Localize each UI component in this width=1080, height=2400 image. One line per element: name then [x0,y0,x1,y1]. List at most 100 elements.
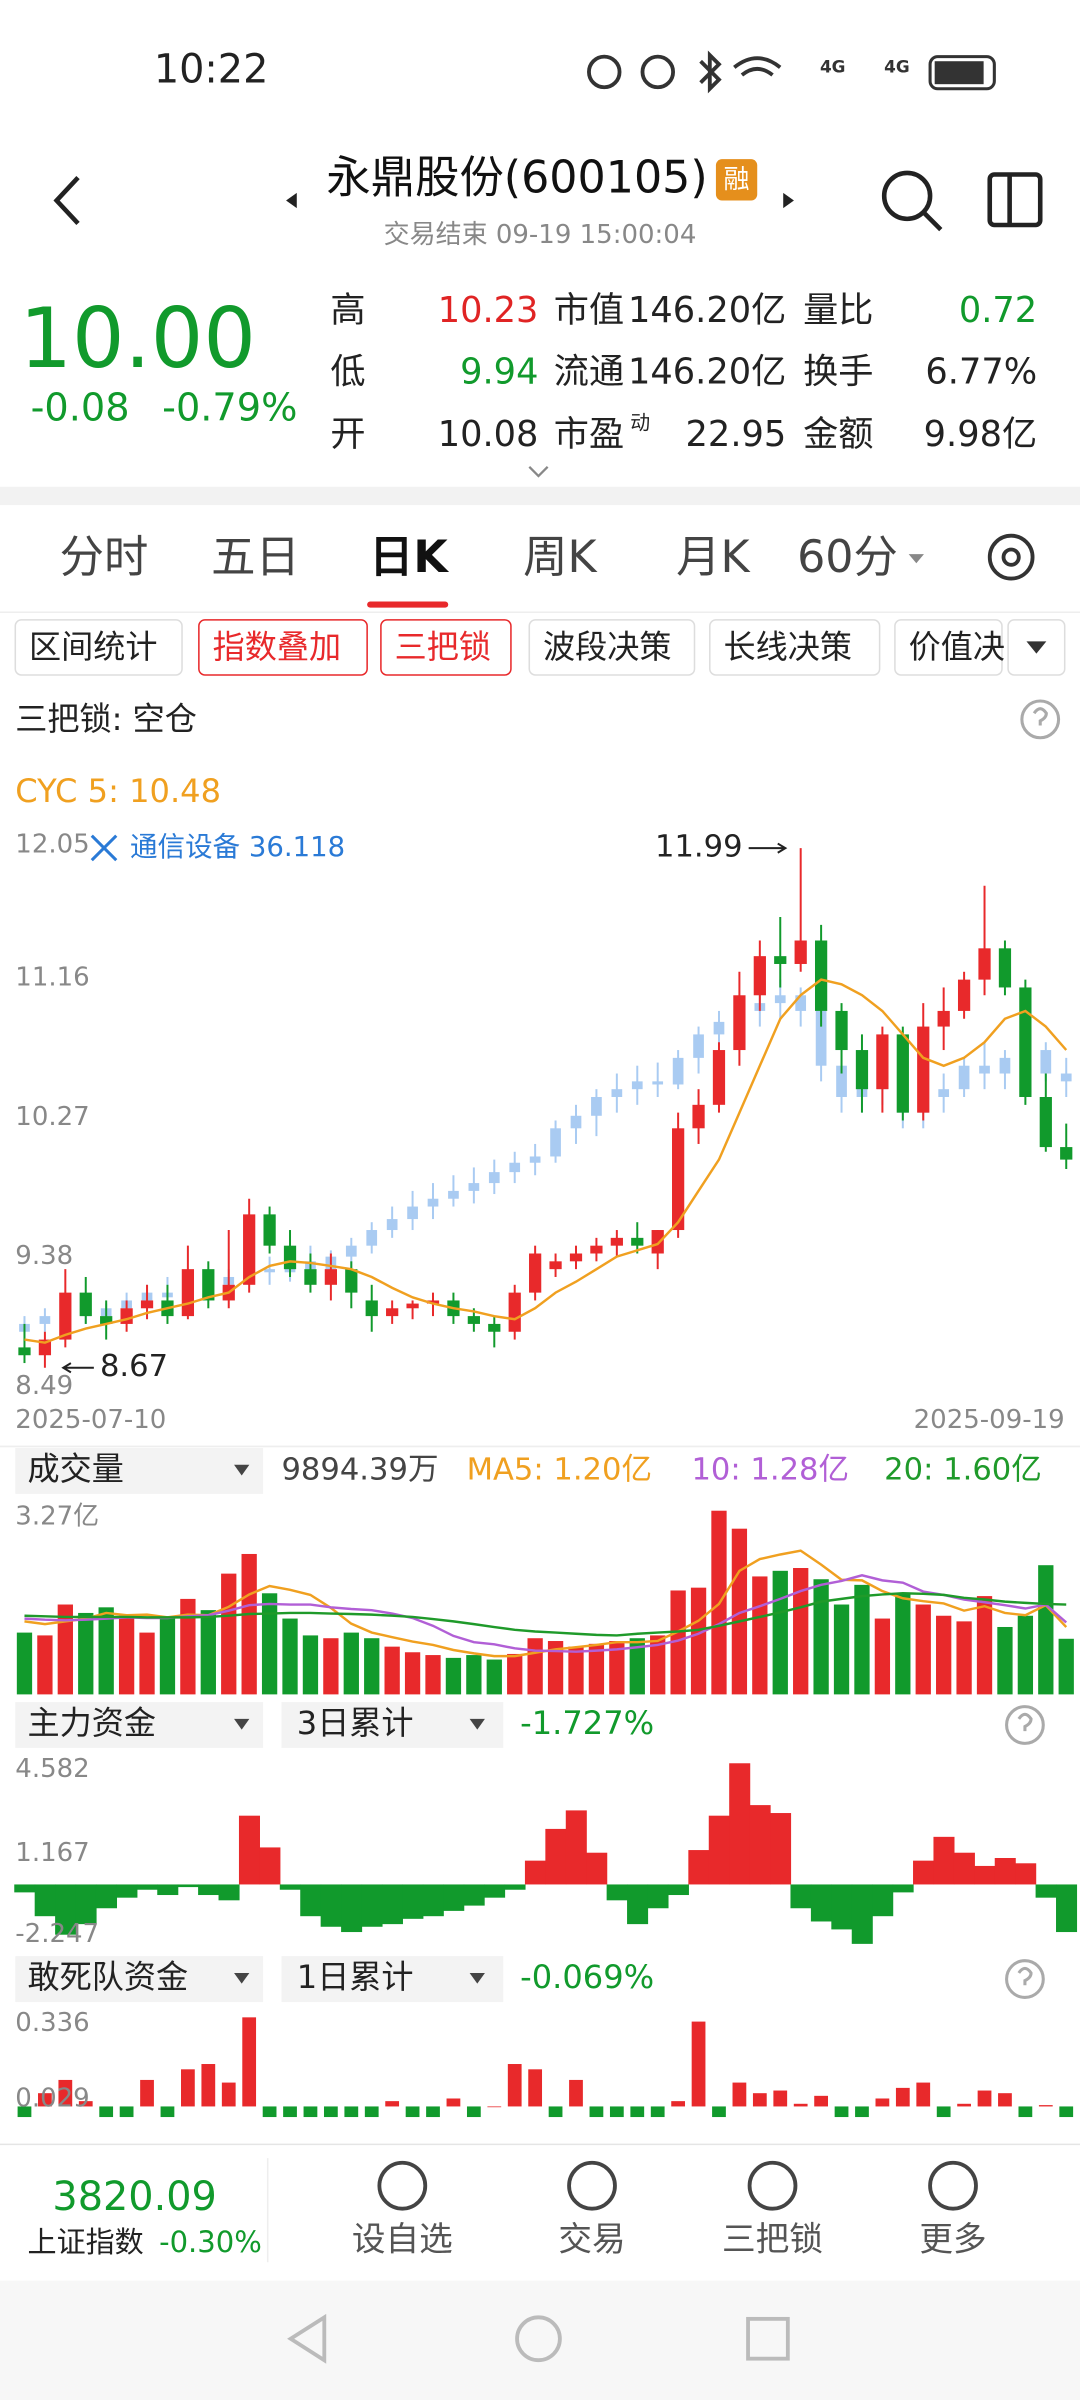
funds-summary: -0.069% [520,1958,654,1996]
bar [384,1646,400,1695]
tool-chip[interactable] [894,619,1003,676]
candle-body [652,1081,664,1085]
tool-chip[interactable] [528,619,696,676]
dropdown-arrow [469,1718,485,1730]
status-icons [587,50,996,94]
nav-label[interactable]: 交易 [558,2219,625,2258]
index-value[interactable]: 3820.09 [52,2174,216,2220]
selector[interactable] [15,1702,264,1748]
bar [16,1632,33,1695]
flow-bar [504,1884,526,1890]
switch-button[interactable] [987,172,1043,228]
flow-bar [545,1828,567,1885]
nav-recent[interactable] [746,2316,790,2361]
nav-icon[interactable] [377,2160,428,2211]
tab[interactable]: 60分 [797,532,898,583]
candle-body [610,1237,623,1246]
candle-body [631,1081,643,1090]
bar [1038,2105,1053,2107]
tab[interactable]: 周K [523,532,598,583]
candle-body [938,1089,950,1098]
dropdown-arrow [234,1972,250,1984]
candle-body [753,956,766,996]
nav-home[interactable] [515,2315,562,2363]
selector[interactable] [281,1956,504,2003]
bar [282,1618,298,1695]
stat-label: 低 [330,351,365,392]
bar [528,2069,543,2107]
prev-stock[interactable] [286,192,297,209]
selector[interactable] [15,1956,264,2003]
nav-label[interactable]: 更多 [919,2219,986,2258]
max-label: 11.99 [655,830,743,865]
bar [426,2106,440,2118]
stat-label: 量比 [803,290,873,331]
candle-body [407,1206,418,1220]
help-button[interactable] [1005,1705,1045,1745]
tool-chip[interactable] [14,619,183,676]
nav-icon[interactable] [747,2160,798,2211]
tab[interactable]: 日K [369,532,449,583]
flow-bar [831,1884,853,1930]
back-button[interactable] [53,175,80,226]
bar [200,1610,216,1695]
candle-body [999,1057,1011,1074]
bar [37,1635,53,1695]
tool-chip[interactable] [198,619,368,676]
bar [1018,2106,1033,2118]
flow-bar [1035,1884,1057,1898]
search-button[interactable] [881,170,943,232]
candle-body [427,1198,439,1207]
settings-button[interactable] [987,533,1035,581]
candle-body [693,1034,704,1058]
flow-bar [341,1884,363,1933]
bar [936,1615,952,1695]
selector[interactable] [15,1447,264,1494]
candle-body [998,948,1012,988]
stat-label: 开 [330,414,365,455]
help-button[interactable] [1005,1959,1045,1999]
bar [405,2106,420,2118]
bar [731,1528,748,1695]
stat-label: 流通 [554,351,624,392]
flow-bar [463,1884,485,1906]
nav-icon[interactable] [928,2160,978,2211]
bar [17,2106,32,2118]
volume-current: 9894.39万 [281,1452,438,1487]
bar [1058,1638,1074,1695]
min-label: 8.67 [100,1349,168,1384]
ma-line [24,1574,1068,1653]
bar [650,2106,665,2118]
candle-body [896,1034,909,1113]
selector[interactable] [281,1702,504,1748]
next-stock[interactable] [783,192,794,209]
candle-body [345,1269,358,1293]
nav-label[interactable]: 设自选 [352,2219,453,2258]
overlay-remove[interactable] [90,834,118,862]
tool-chip[interactable] [709,619,881,676]
help-button[interactable] [1020,699,1061,740]
tab[interactable]: 分时 [60,532,149,583]
flow-bar [300,1884,322,1917]
candle-body [774,956,787,964]
tool-chip[interactable] [380,619,512,676]
bar [895,2087,910,2107]
y-tick-label: 3.27亿 [15,1501,99,1531]
flow-bar [381,1884,403,1925]
tool-label: 指数叠加 [213,628,341,666]
candle-body [181,1269,195,1317]
bar [261,1593,278,1695]
bar [38,2093,52,2107]
tab[interactable]: 月K [676,532,751,583]
indicator-label: CYC 5: 10.48 [15,772,221,810]
tab[interactable]: 五日 [211,532,300,583]
candle-body [426,1300,440,1304]
expand[interactable] [528,466,549,478]
nav-label[interactable]: 三把锁 [722,2219,823,2258]
flow-bar [974,1865,996,1885]
nav-icon[interactable] [567,2160,617,2211]
bar [180,1598,196,1695]
nav-back[interactable] [287,2313,327,2364]
flow-bar [627,1884,649,1925]
